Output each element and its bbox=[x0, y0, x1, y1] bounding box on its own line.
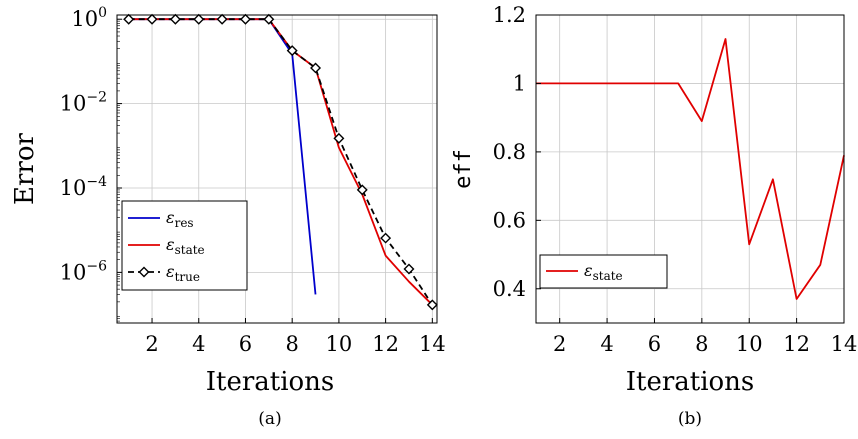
chart-b-x-tick-label: 8 bbox=[695, 332, 708, 356]
chart-b-x-tick-label: 14 bbox=[831, 332, 858, 356]
chart-b-ylabel: eff bbox=[451, 149, 476, 189]
chart-b-legend: εstate bbox=[539, 254, 668, 289]
chart-b-x-tick-label: 12 bbox=[783, 332, 810, 356]
chart-a-frame bbox=[116, 14, 438, 324]
chart-a-point-true bbox=[286, 45, 298, 57]
chart-a-point-true bbox=[123, 13, 135, 25]
chart-a-legend-label-state: εstate bbox=[166, 235, 205, 257]
chart-b: 2 4 6 8 10 12 14 0.40.60.811.2 Iterations eff … bbox=[451, 3, 857, 429]
chart-b-y-tick-label: 1 bbox=[513, 71, 526, 95]
chart-a-ylabel: Error bbox=[10, 132, 40, 204]
chart-a-legend: εres εstate εtrue bbox=[121, 200, 248, 291]
chart-b-y-ticks: 0.4 0.6 0.8 1 1.2 bbox=[493, 3, 541, 301]
chart-a-point-true bbox=[239, 13, 251, 25]
chart-a-y-ticks: 100 10−2 10−4 10−6 bbox=[60, 5, 122, 322]
chart-a: 2 4 6 8 10 12 14 100 10−2 10−4 10−6 Iterations Er… bbox=[10, 5, 446, 429]
chart-a-x-tick-label: 6 bbox=[239, 332, 252, 356]
chart-a-point-true bbox=[193, 13, 205, 25]
chart-b-y-tick-label: 1.2 bbox=[493, 3, 526, 27]
chart-a-caption: (a) bbox=[258, 409, 281, 429]
chart-b-legend-label-state: εstate bbox=[584, 261, 623, 283]
chart-a-point-true bbox=[403, 263, 415, 275]
chart-b-frame bbox=[535, 14, 845, 324]
chart-b-caption: (b) bbox=[678, 409, 702, 429]
chart-a-point-true bbox=[310, 62, 322, 74]
chart-a-legend-label-true: εtrue bbox=[166, 262, 200, 284]
chart-a-x-tick-label: 12 bbox=[372, 332, 399, 356]
chart-a-legend-marker bbox=[138, 266, 150, 278]
chart-a-point-true bbox=[169, 13, 181, 25]
chart-a-x-tick-label: 8 bbox=[285, 332, 298, 356]
chart-a-point-true bbox=[426, 299, 438, 311]
chart-a-point-true bbox=[216, 13, 228, 25]
chart-b-y-tick-label: 0.4 bbox=[493, 277, 526, 301]
chart-a-point-true bbox=[333, 132, 345, 144]
chart-a-xlabel: Iterations bbox=[206, 367, 335, 397]
chart-b-y-tick-label: 0.6 bbox=[493, 208, 526, 232]
chart-a-y-tick-label: 100 bbox=[71, 5, 107, 31]
chart-b-series-line-state bbox=[536, 38, 845, 300]
chart-a-legend-label-res: εres bbox=[166, 208, 194, 230]
chart-a-x-tick-label: 4 bbox=[192, 332, 205, 356]
chart-a-x-tick-label: 14 bbox=[419, 332, 446, 356]
chart-b-y-tick-label: 0.8 bbox=[493, 140, 526, 164]
chart-a-x-ticks: 2 4 6 8 10 12 14 bbox=[145, 318, 446, 356]
chart-a-x-tick-label: 2 bbox=[145, 332, 158, 356]
chart-b-x-tick-label: 4 bbox=[600, 332, 613, 356]
chart-a-point-true bbox=[263, 13, 275, 25]
chart-a-y-tick-label: 10−4 bbox=[60, 174, 107, 200]
chart-a-y-tick-label: 10−6 bbox=[60, 258, 107, 284]
chart-a-series bbox=[123, 13, 438, 311]
chart-a-point-true bbox=[380, 232, 392, 244]
chart-a-point-true bbox=[146, 13, 158, 25]
chart-b-series bbox=[536, 38, 845, 300]
chart-b-x-tick-label: 2 bbox=[553, 332, 566, 356]
chart-a-x-tick-label: 10 bbox=[326, 332, 353, 356]
chart-b-x-tick-label: 6 bbox=[648, 332, 661, 356]
chart-b-xlabel: Iterations bbox=[626, 367, 755, 397]
chart-a-point-true bbox=[356, 184, 368, 196]
chart-a-y-tick-label: 10−2 bbox=[60, 90, 107, 116]
chart-b-x-tick-label: 10 bbox=[736, 332, 763, 356]
chart-b-x-ticks: 2 4 6 8 10 12 14 bbox=[553, 318, 857, 356]
